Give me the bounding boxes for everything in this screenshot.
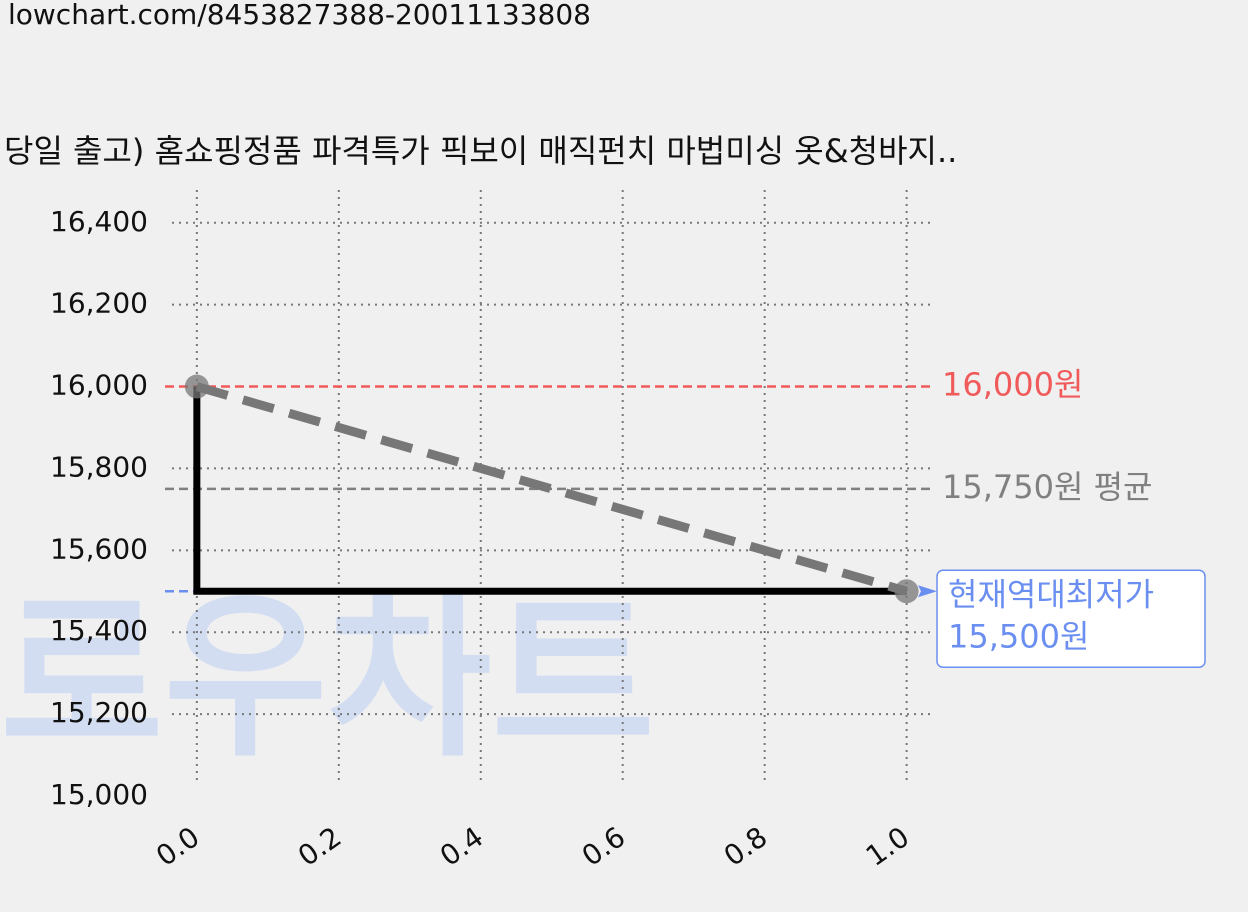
x-tick-label: 1.0 <box>860 820 915 873</box>
x-tick-label: 0.0 <box>150 820 205 873</box>
reference-label: 15,750원 평균 <box>942 468 1152 506</box>
watermark: 로우차트 <box>0 574 655 781</box>
x-tick-label: 0.2 <box>292 820 347 873</box>
y-tick-label: 15,200 <box>50 696 148 729</box>
y-tick-label: 16,000 <box>50 369 148 402</box>
x-tick-label: 0.8 <box>718 820 773 873</box>
y-tick-label: 16,200 <box>50 287 148 320</box>
y-tick-label: 15,800 <box>50 450 148 483</box>
line <box>195 382 908 596</box>
label-box <box>936 569 1206 669</box>
reference-label: 15,500원 <box>948 617 1089 655</box>
y-tick-label: 15,000 <box>50 778 148 811</box>
y-tick-label: 16,400 <box>50 205 148 238</box>
marker <box>894 579 919 604</box>
chart-title: 당일 출고) 홈쇼핑정품 파격특가 픽보이 매직펀치 마법미싱 옷&청바지.. <box>4 132 957 170</box>
x-tick-label: 0.4 <box>434 820 489 873</box>
y-tick-label: 15,400 <box>50 614 148 647</box>
marker <box>184 374 209 399</box>
reference-label: 16,000원 <box>942 366 1083 404</box>
x-tick-label: 0.6 <box>576 820 631 873</box>
url: lowchart.com/8453827388-20011133808 <box>8 0 591 31</box>
y-tick-label: 15,600 <box>50 532 148 565</box>
arrow <box>918 585 937 598</box>
line <box>193 386 907 595</box>
reference-title: 현재역대최저가 <box>948 575 1154 613</box>
